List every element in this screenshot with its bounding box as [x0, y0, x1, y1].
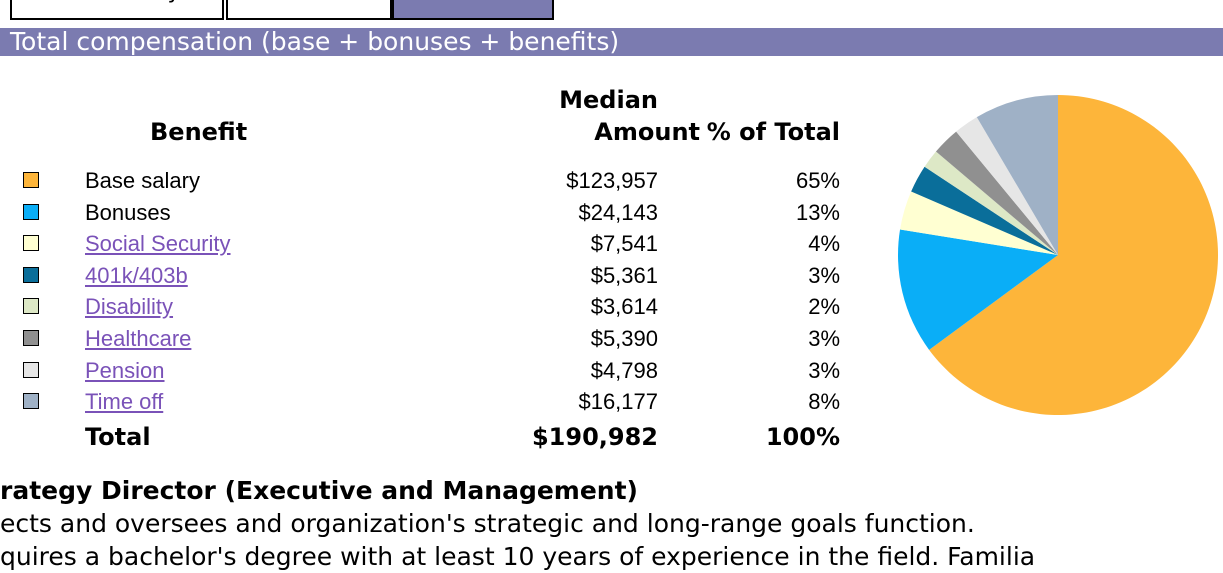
pie-slice — [976, 95, 1058, 255]
amount: $4,798 — [590, 357, 658, 383]
amount: $123,957 — [566, 168, 658, 193]
benefit-name: Base salary — [85, 168, 200, 193]
pie-chart — [898, 95, 1218, 415]
section-header: Total compensation (base + bonuses + ben… — [0, 28, 1223, 56]
amount: $7,541 — [590, 231, 658, 257]
pie-slice — [911, 166, 1058, 255]
benefit-link[interactable]: Healthcare — [85, 326, 192, 351]
pie-slice — [956, 117, 1058, 255]
amount: $16,177 — [578, 389, 658, 415]
job-description: ects and oversees and organization's str… — [0, 509, 975, 538]
job-title: rategy Director (Executive and Managemen… — [0, 476, 638, 505]
legend-swatch — [23, 266, 39, 283]
amount: $5,361 — [590, 262, 658, 288]
percent: 4% — [808, 231, 840, 257]
legend-swatch — [23, 172, 39, 188]
benefit-link[interactable]: Pension — [85, 357, 165, 383]
total-percent: 100% — [765, 423, 840, 451]
benefit-link[interactable]: Time off — [85, 389, 164, 415]
benefit-link[interactable]: Social Security — [85, 231, 231, 257]
total-amount: $190,982 — [531, 423, 658, 451]
percent: 3% — [808, 326, 840, 351]
benefit-link[interactable]: 401k/403b — [85, 262, 188, 288]
benefit-link[interactable]: Disability — [85, 294, 174, 320]
total-label: Total — [85, 423, 151, 451]
column-header: Amount — [594, 118, 700, 146]
legend-swatch — [23, 235, 39, 252]
tab-active[interactable] — [392, 0, 554, 20]
pie-slice — [929, 95, 1218, 415]
legend-swatch — [23, 203, 39, 220]
column-header: Benefit — [150, 118, 248, 146]
legend-swatch — [23, 393, 39, 410]
percent: 13% — [795, 199, 840, 225]
pie-slice — [900, 191, 1058, 255]
amount: $5,390 — [590, 326, 658, 351]
pie-slice — [924, 151, 1058, 255]
legend-swatch — [23, 361, 39, 378]
tab[interactable]: Base salary — [10, 0, 224, 20]
percent: 3% — [808, 357, 840, 383]
amount: $3,614 — [590, 294, 658, 320]
percent: 65% — [795, 168, 840, 193]
percent: 3% — [808, 262, 840, 288]
amount: $24,143 — [578, 199, 658, 225]
column-header: Median — [559, 86, 658, 114]
legend-swatch — [23, 330, 39, 346]
tab[interactable]: Bonuses — [226, 0, 392, 20]
legend-swatch — [23, 298, 39, 315]
column-header: % of Total — [706, 118, 840, 146]
percent: 2% — [808, 294, 840, 320]
benefit-name: Bonuses — [85, 199, 171, 225]
job-description: quires a bachelor's degree with at least… — [0, 542, 1036, 571]
pie-slice — [898, 229, 1058, 350]
percent: 8% — [808, 389, 840, 415]
pie-slice — [935, 131, 1058, 255]
